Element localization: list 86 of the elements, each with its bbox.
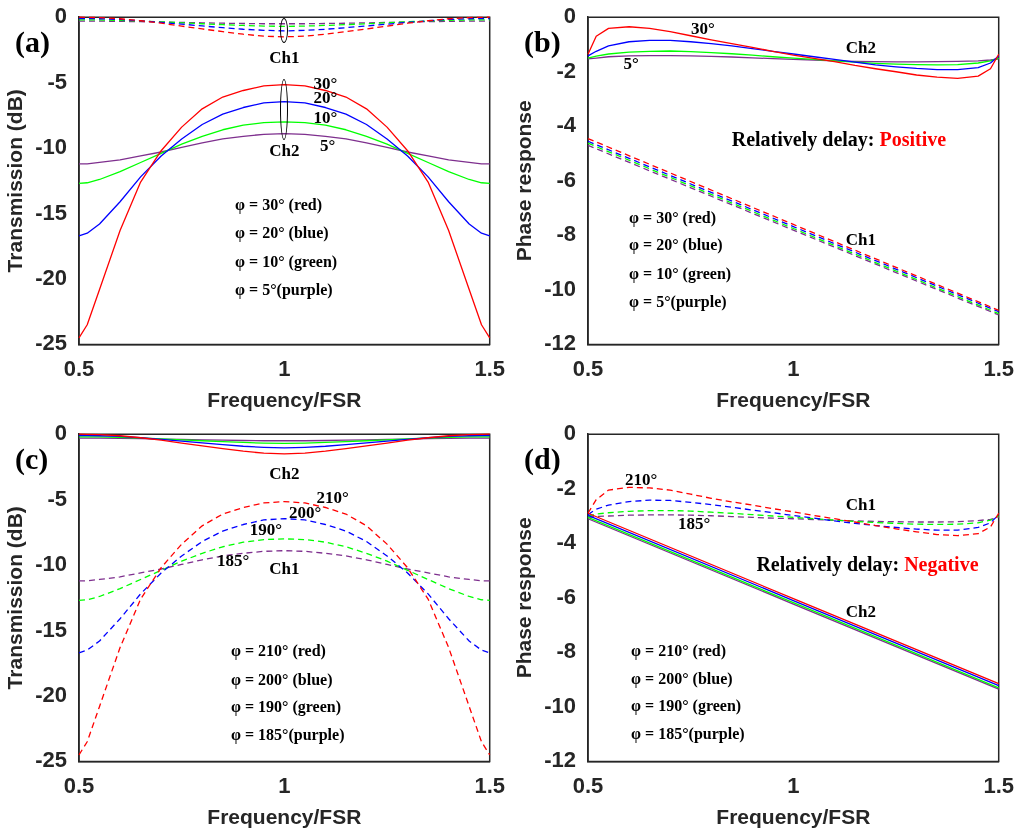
y-tick-label: -10 (544, 275, 576, 301)
y-axis-title: Phase response (512, 517, 536, 679)
y-tick-label: -6 (556, 166, 576, 192)
annotation: Ch2 (269, 463, 300, 483)
annotation: φ = 185°(purple) (631, 724, 745, 742)
annotation: 185° (677, 513, 711, 533)
x-tick-label: 0.5 (572, 772, 604, 798)
y-tick-label: -10 (35, 551, 67, 577)
y-tick-label: -12 (544, 330, 576, 356)
annotation: Ch1 (269, 559, 300, 579)
annotation: φ = 200° (blue) (230, 670, 333, 688)
annotation: φ = 200° (blue) (631, 669, 733, 687)
annotation: Ch2 (269, 140, 300, 160)
annotation: 210° (624, 469, 658, 489)
y-tick-label: -20 (35, 265, 67, 291)
annotation: Negative (904, 553, 979, 576)
x-axis-title: Frequency/FSR (207, 388, 362, 412)
y-tick-label: -2 (556, 57, 576, 83)
annotation: Ch1 (845, 229, 876, 249)
annotation: φ = 5°(purple) (629, 292, 727, 310)
annotation: Relatively delay: (731, 128, 875, 151)
x-tick-label: 0.5 (63, 772, 95, 798)
y-tick-label: -10 (35, 134, 67, 160)
y-tick-label: -4 (556, 112, 577, 138)
y-axis-title: Transmission (dB) (3, 506, 27, 690)
annotation: φ = 30° (red) (629, 209, 717, 227)
y-tick-label: -25 (35, 330, 67, 356)
annotation: Ch1 (845, 495, 876, 515)
y-tick-label: 0 (563, 420, 576, 446)
y-tick-label: -5 (47, 485, 67, 511)
chart-title: (d) (523, 442, 561, 476)
x-tick-label: 1 (278, 772, 291, 798)
y-axis-title: Transmission (dB) (3, 89, 27, 273)
x-tick-label: 0.5 (572, 355, 604, 381)
y-tick-label: -8 (556, 638, 576, 664)
x-tick-label: 1.5 (474, 355, 506, 381)
chart-title: (a) (14, 25, 50, 59)
y-tick-label: -10 (544, 692, 576, 718)
annotation: 190° (249, 520, 283, 540)
annotation: Relatively delay: (756, 553, 900, 576)
y-tick-label: -25 (35, 747, 67, 773)
annotation: φ = 20° (blue) (235, 224, 329, 242)
y-tick-label: -12 (544, 747, 576, 773)
y-axis-title: Phase response (512, 100, 536, 262)
y-tick-label: 0 (563, 3, 576, 29)
x-tick-label: 1 (787, 355, 800, 381)
annotation: φ = 190° (green) (631, 697, 742, 715)
annotation: φ = 20° (blue) (629, 236, 723, 254)
annotation: 185° (217, 550, 250, 570)
y-tick-label: -8 (556, 221, 576, 247)
x-axis-title: Frequency/FSR (207, 805, 362, 829)
x-tick-label: 1.5 (474, 772, 506, 798)
x-tick-label: 1 (787, 772, 800, 798)
chart-title: (b) (523, 25, 561, 59)
annotation: φ = 210° (red) (230, 642, 326, 660)
x-tick-label: 1.5 (983, 772, 1015, 798)
y-tick-label: 0 (54, 3, 67, 29)
x-axis-title: Frequency/FSR (716, 805, 871, 829)
annotation: φ = 210° (red) (631, 641, 727, 659)
x-tick-label: 1.5 (983, 355, 1015, 381)
y-tick-label: -5 (47, 68, 67, 94)
annotation: Positive (879, 128, 947, 151)
annotation: 5° (319, 135, 336, 155)
y-tick-label: -20 (35, 682, 67, 708)
y-tick-label: -4 (556, 529, 577, 555)
annotation: Ch1 (269, 48, 300, 68)
annotation: φ = 10° (green) (629, 264, 732, 282)
y-tick-label: -15 (35, 199, 67, 225)
y-tick-label: -6 (556, 583, 576, 609)
annotation: φ = 10° (green) (235, 252, 338, 270)
annotation: Ch2 (845, 38, 876, 58)
y-tick-label: -15 (35, 616, 67, 642)
y-tick-label: -2 (556, 474, 576, 500)
annotation: φ = 30° (red) (235, 196, 323, 213)
annotation: φ = 185°(purple) (230, 725, 345, 743)
y-tick-label: 0 (54, 420, 67, 446)
annotation: Ch2 (845, 602, 876, 622)
annotation: 30° (690, 18, 715, 38)
annotation: φ = 5°(purple) (235, 281, 333, 299)
x-tick-label: 0.5 (63, 355, 95, 381)
chart-title: (c) (14, 442, 49, 476)
annotation: φ = 190° (green) (230, 698, 342, 716)
x-tick-label: 1 (278, 355, 291, 381)
x-axis-title: Frequency/FSR (716, 388, 871, 412)
annotation: 10° (313, 108, 338, 128)
annotation: 5° (623, 54, 639, 74)
